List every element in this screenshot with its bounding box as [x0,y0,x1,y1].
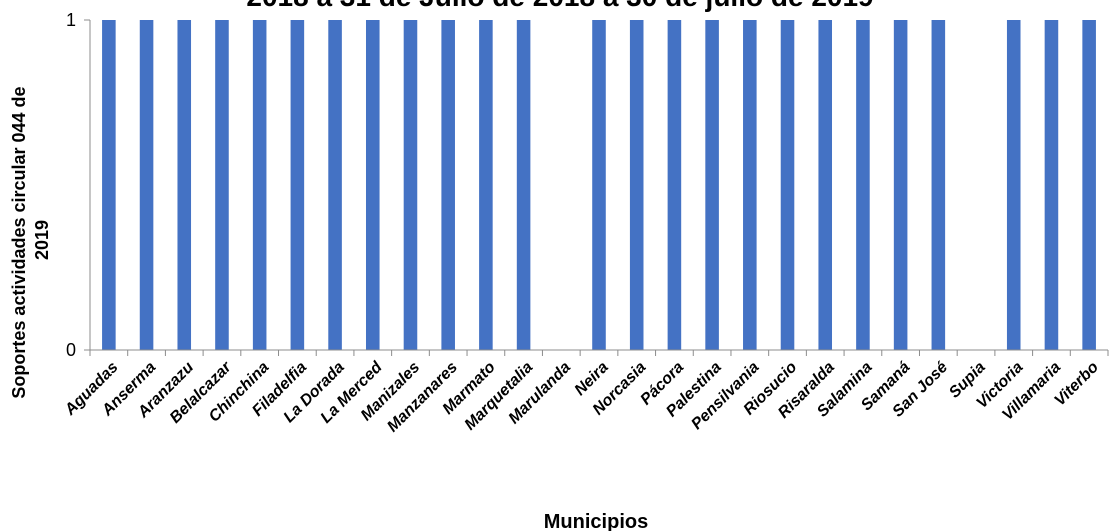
chart-title: 2018 a 31 de Julio de 2018 a 30 de julio… [246,0,873,12]
bar [139,20,154,350]
bar [743,20,757,350]
bar [102,20,116,350]
bar [780,20,795,350]
bar [479,20,493,350]
y-axis-title-line-1: Soportes actividades circular 044 de [9,86,29,398]
bar [1006,20,1021,350]
bar [1044,20,1059,350]
y-tick-label: 0 [66,340,76,360]
x-axis-title: Municipios [544,511,648,531]
bar [629,20,644,350]
bar [931,20,946,350]
bar [818,20,833,350]
bar [403,20,418,350]
y-axis-title-line-2: 2019 [32,220,52,260]
plot-area: 01AguadasAnsermaAranzazuBelalcazarChinch… [61,10,1109,436]
bar [667,20,682,350]
bar [856,20,870,350]
bar [290,20,305,350]
bar [441,20,455,350]
bar [1082,20,1096,350]
y-tick-label: 1 [66,10,76,30]
bar [705,20,719,350]
bar [328,20,342,350]
bar [893,20,908,350]
y-axis-title: Soportes actividades circular 044 de 201… [9,81,52,398]
bar [215,20,229,350]
bar [252,20,267,350]
bar [365,20,380,350]
bar [516,20,531,350]
bar [177,20,192,350]
bar [592,20,606,350]
